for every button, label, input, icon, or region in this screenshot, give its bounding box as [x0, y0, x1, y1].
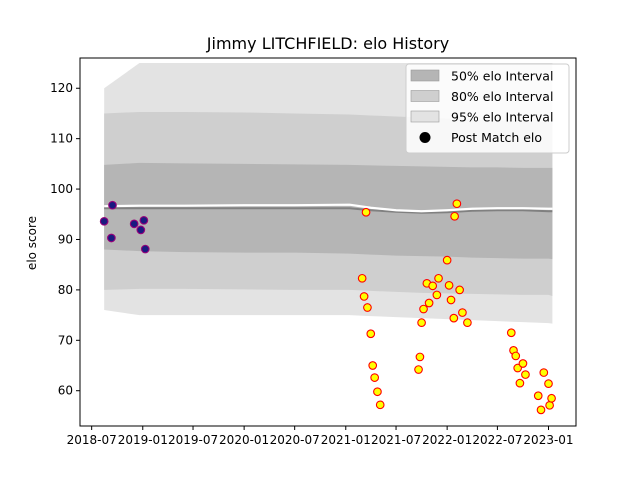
- pre-match-point: [99, 216, 109, 226]
- post-match-point: [518, 359, 528, 368]
- x-tick-label: 2021-01: [321, 433, 371, 447]
- post-match-point: [357, 273, 367, 283]
- legend-box: [405, 63, 570, 154]
- x-tick-label: 2020-01: [219, 433, 269, 447]
- post-match-point: [434, 273, 443, 283]
- post-match-point: [521, 370, 530, 379]
- post-match-point: [515, 378, 525, 388]
- post-match-point: [361, 207, 371, 217]
- post-match-point: [544, 379, 553, 389]
- post-match-point: [545, 400, 554, 410]
- post-match-point: [455, 285, 464, 295]
- post-match-point: [506, 328, 516, 338]
- legend-marker-post-match: [419, 132, 431, 143]
- post-match-point: [533, 391, 543, 401]
- legend-swatch-band80: [410, 90, 440, 102]
- y-tick-label: 120: [50, 81, 73, 95]
- post-match-point: [428, 281, 438, 291]
- post-match-point: [359, 292, 369, 301]
- pre-match-point: [140, 244, 150, 254]
- x-tick-label: 2022-01: [422, 433, 472, 447]
- post-match-point: [449, 313, 459, 323]
- x-tick-label: 2019-01: [118, 433, 168, 447]
- post-match-point: [415, 352, 425, 362]
- band-50-interval: [104, 162, 553, 260]
- post-match-point: [450, 211, 459, 221]
- post-match-point: [414, 365, 423, 374]
- post-match-point: [419, 304, 428, 314]
- post-match-point: [432, 290, 442, 300]
- legend-swatch-band50: [410, 69, 440, 82]
- pre-match-point: [107, 233, 116, 243]
- pre-match-point: [108, 200, 117, 210]
- post-match-point: [444, 281, 454, 290]
- post-match-point: [463, 318, 472, 328]
- post-match-point: [373, 387, 382, 397]
- y-tick-label: 90: [58, 232, 73, 246]
- post-match-point: [511, 351, 521, 361]
- legend-label: Post Match elo: [451, 130, 542, 145]
- x-tick-label: 2021-07: [371, 433, 421, 447]
- post-match-point: [458, 308, 467, 317]
- x-tick-label: 2019-07: [168, 433, 218, 447]
- post-match-point: [375, 400, 385, 410]
- legend-label: 95% elo Interval: [451, 110, 553, 125]
- post-match-point: [539, 368, 549, 377]
- y-axis-label: elo score: [25, 216, 39, 270]
- mean-line: [104, 203, 553, 213]
- post-match-point: [370, 373, 380, 382]
- post-match-point: [442, 255, 452, 265]
- y-tick-label: 110: [50, 132, 73, 146]
- post-match-point: [424, 298, 434, 308]
- x-tick-label: 2023-01: [523, 433, 573, 447]
- post-match-point: [536, 405, 546, 415]
- pre-match-point: [139, 215, 149, 225]
- legend: 50% elo Interval 80% elo Interval 95% elo …: [405, 63, 570, 154]
- legend-swatch-band95: [410, 110, 440, 123]
- pre-match-point: [129, 219, 139, 229]
- y-tick-label: 60: [58, 384, 73, 398]
- x-tick-label: 2022-07: [472, 433, 522, 447]
- x-tick-label: 2018-07: [67, 433, 117, 447]
- y-tick-label: 70: [58, 333, 73, 347]
- post-match-point: [452, 199, 462, 209]
- post-match-point: [417, 318, 426, 328]
- post-match-point: [363, 303, 372, 312]
- y-tick-label: 80: [58, 283, 73, 297]
- plot-frame: [79, 57, 577, 427]
- post-match-point: [446, 295, 456, 305]
- median-line: [104, 207, 553, 214]
- post-match-point: [366, 329, 376, 339]
- x-tick-label: 2020-07: [270, 433, 320, 447]
- post-match-point: [547, 393, 556, 403]
- chart-title: Jimmy LITCHFIELD: elo History: [206, 34, 449, 53]
- post-match-point: [368, 361, 378, 370]
- y-tick-label: 100: [50, 182, 73, 196]
- legend-label: 50% elo Interval: [451, 69, 553, 84]
- legend-label: 80% elo Interval: [451, 89, 553, 104]
- pre-match-point: [136, 225, 146, 235]
